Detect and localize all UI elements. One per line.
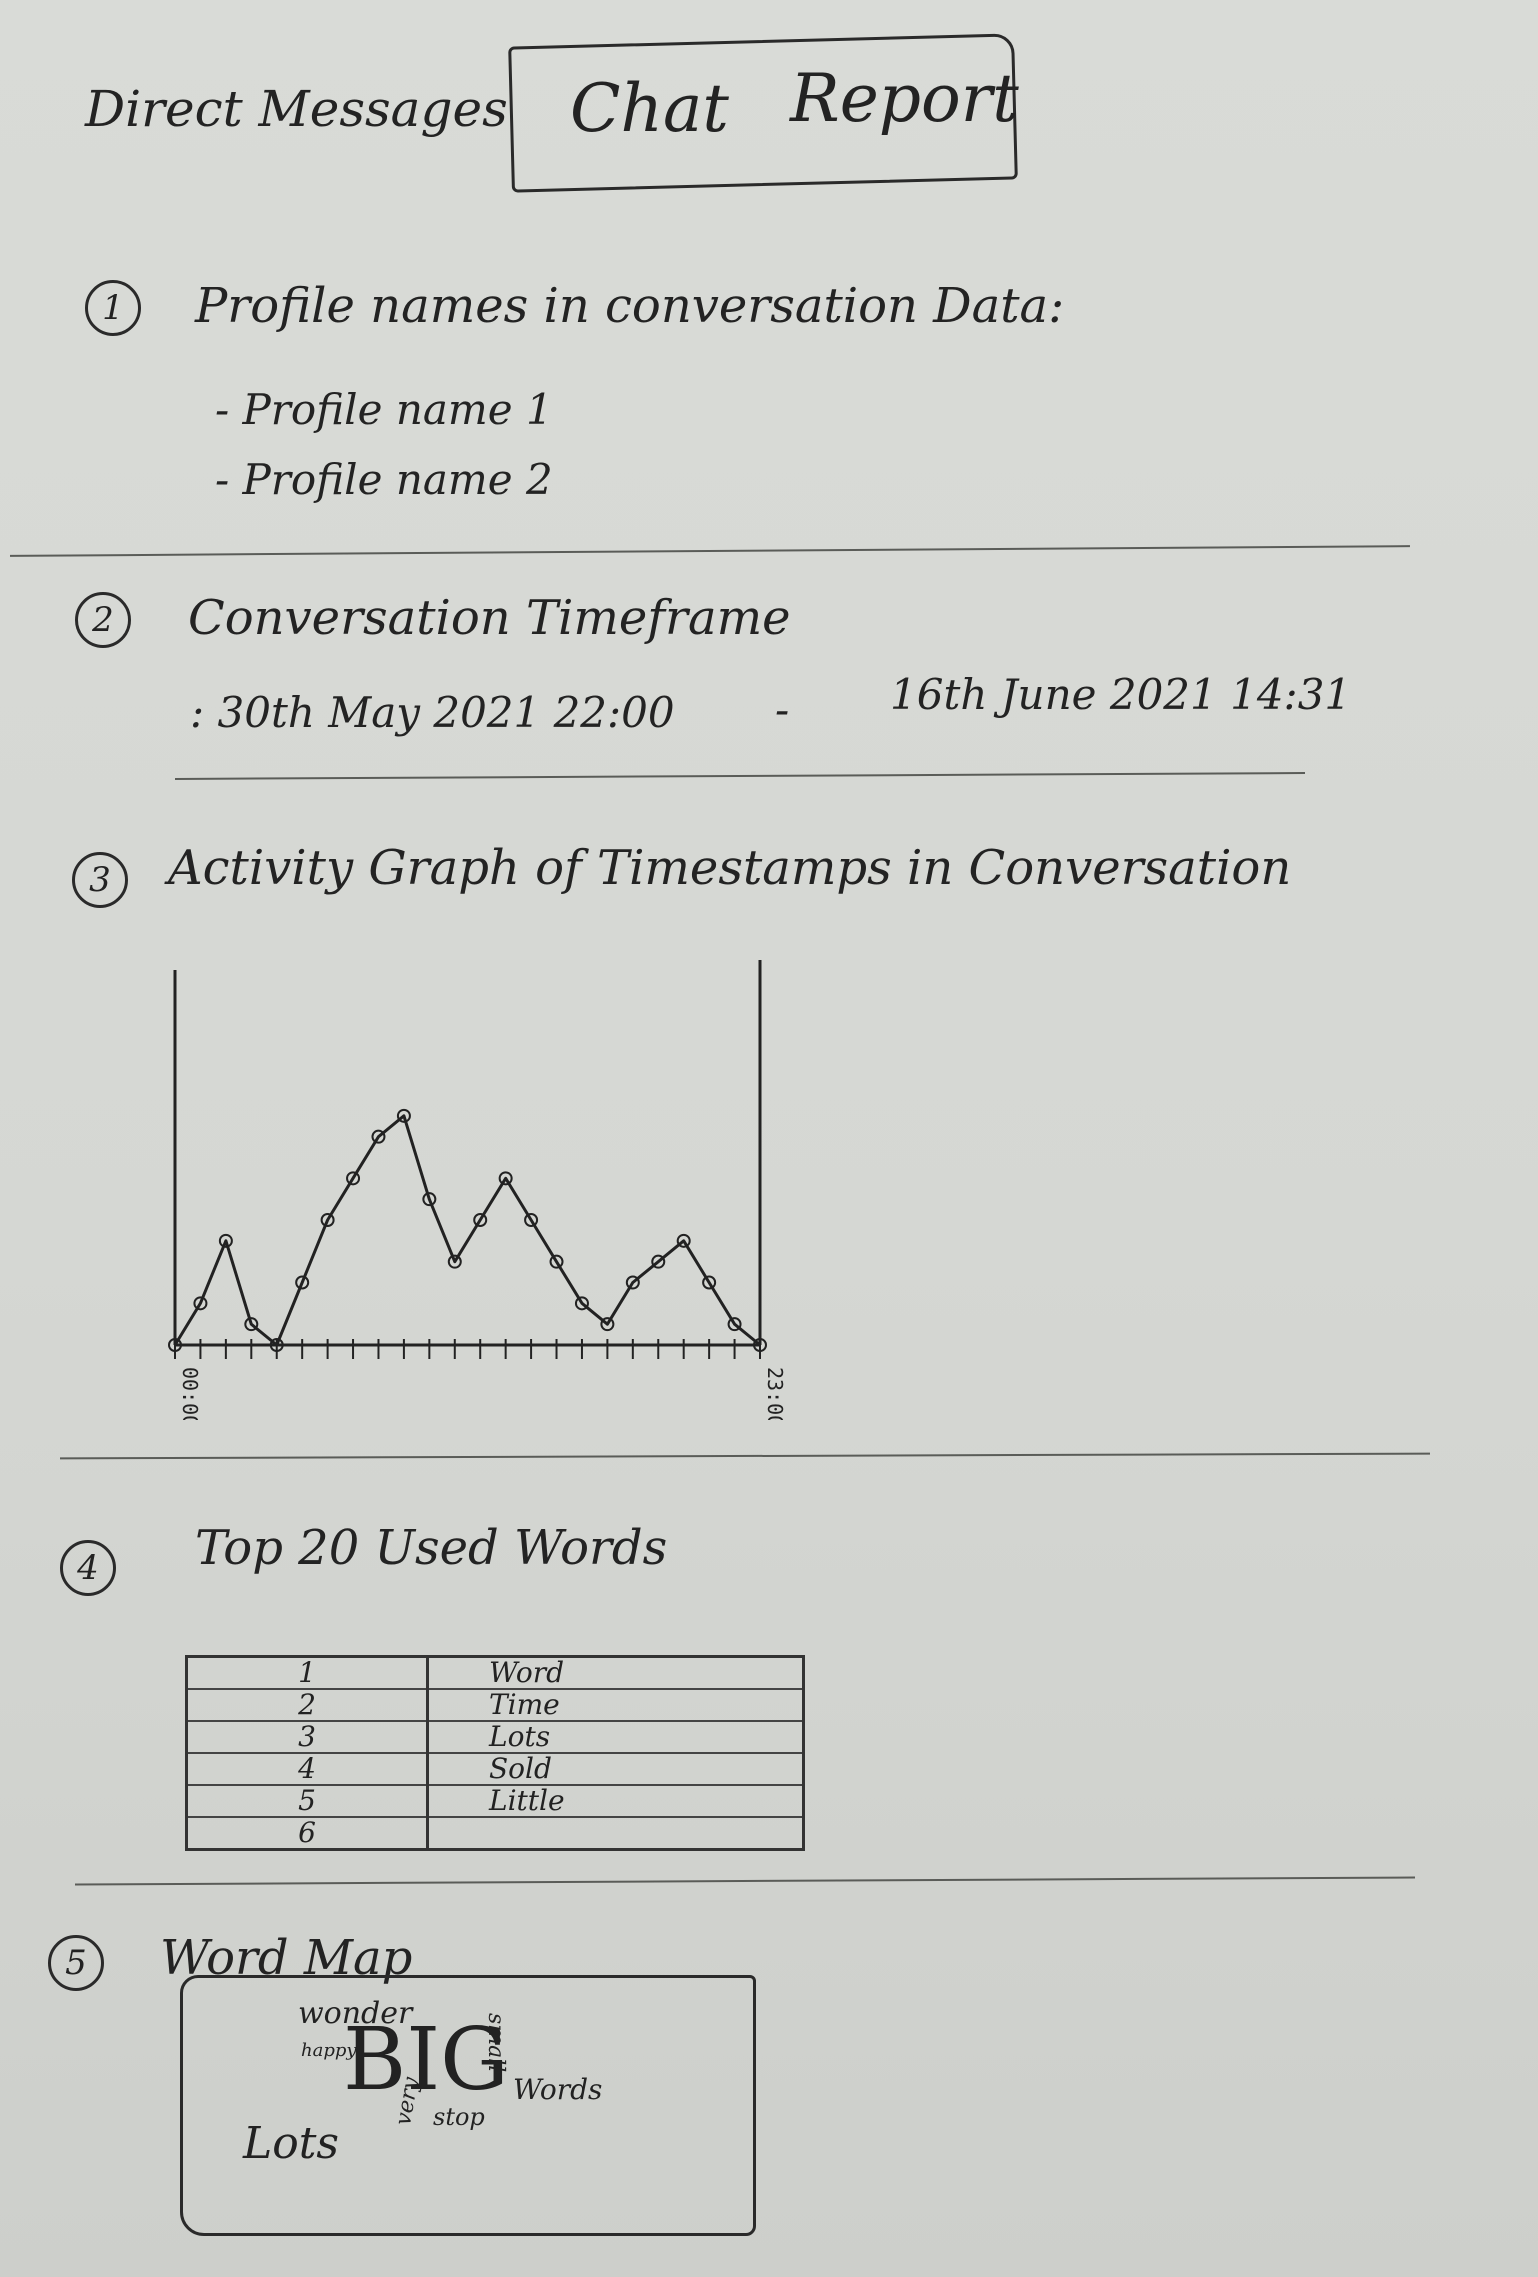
section-2-heading: Conversation Timeframe <box>188 590 791 646</box>
table-row: 4 Sold <box>186 1753 804 1786</box>
word-rank: 3 <box>186 1721 429 1754</box>
activity-point <box>524 1213 539 1227</box>
activity-point <box>727 1317 742 1332</box>
x-tick-label: 00:00 <box>178 1367 202 1420</box>
word-map-word: Lots <box>243 2118 339 2169</box>
word-value <box>427 1817 804 1851</box>
activity-point <box>574 1296 589 1311</box>
activity-point <box>600 1317 615 1332</box>
timeframe-end: 16th June 2021 14:31 <box>890 670 1352 719</box>
activity-point <box>346 1171 361 1186</box>
activity-point <box>549 1254 564 1269</box>
table-row: 6 <box>186 1817 804 1851</box>
section-1-number: 1 <box>85 280 141 336</box>
activity-point <box>168 1338 182 1352</box>
activity-point <box>651 1254 666 1269</box>
top-words-table: 1 Word 2 Time 3 Lots 4 Sold 5 Little 6 <box>185 1655 805 1851</box>
title-chat: Chat <box>570 70 729 147</box>
word-rank: 4 <box>186 1753 429 1786</box>
x-tick-label: 23:00 <box>763 1367 787 1420</box>
activity-point <box>396 1108 411 1123</box>
direct-messages-link[interactable]: Direct Messages <box>85 80 508 138</box>
word-map-word: small <box>483 2013 508 2073</box>
activity-point <box>702 1275 717 1290</box>
table-row: 2 Time <box>186 1689 804 1722</box>
activity-point <box>498 1171 513 1186</box>
word-map-word: happy <box>301 2040 357 2061</box>
word-rank: 1 <box>186 1656 429 1690</box>
activity-point <box>295 1275 310 1290</box>
divider-4 <box>75 1876 1415 1886</box>
profile-name-2: - Profile name 2 <box>215 455 553 504</box>
activity-chart-svg: 00:00 23:00 <box>168 960 787 1427</box>
word-map-word: wonder <box>298 1996 413 2031</box>
section-2-number: 2 <box>75 592 131 648</box>
title-report: Report <box>790 60 1019 137</box>
section-4-number: 4 <box>60 1540 116 1596</box>
divider-3 <box>60 1452 1430 1460</box>
word-rank: 5 <box>186 1785 429 1818</box>
section-4-heading: Top 20 Used Words <box>195 1520 668 1576</box>
timeframe-start: : 30th May 2021 22:00 <box>190 688 675 737</box>
activity-point <box>422 1192 437 1207</box>
divider-1 <box>10 545 1410 557</box>
word-value: Time <box>427 1689 804 1722</box>
word-value: Lots <box>427 1721 804 1754</box>
activity-point <box>473 1213 488 1227</box>
activity-line <box>173 1114 761 1347</box>
activity-point <box>447 1254 462 1269</box>
word-map-word: BIG <box>343 2010 509 2110</box>
word-value: Sold <box>427 1753 804 1786</box>
word-map: wonder happy BIG small Words stop Lots v… <box>180 1975 756 2236</box>
activity-point <box>371 1129 386 1144</box>
activity-point <box>218 1233 233 1248</box>
word-rank: 6 <box>186 1817 429 1851</box>
activity-chart: 00:00 23:00 <box>150 950 810 1427</box>
word-map-word: Words <box>513 2073 603 2106</box>
activity-point <box>269 1338 284 1352</box>
word-map-word: stop <box>433 2103 485 2131</box>
table-row: 5 Little <box>186 1785 804 1818</box>
section-1-heading: Profile names in conversation Data: <box>195 278 1065 334</box>
timeframe-separator: - <box>775 685 790 734</box>
activity-point <box>753 1338 767 1352</box>
activity-point <box>244 1317 259 1332</box>
section-3-number: 3 <box>72 852 128 908</box>
activity-point <box>676 1233 691 1248</box>
profile-name-1: - Profile name 1 <box>215 385 553 434</box>
section-5-number: 5 <box>48 1935 104 1991</box>
activity-point <box>625 1275 640 1290</box>
word-rank: 2 <box>186 1689 429 1722</box>
activity-point <box>193 1296 208 1311</box>
word-value: Word <box>427 1656 804 1690</box>
activity-point <box>320 1213 335 1227</box>
section-3-heading: Activity Graph of Timestamps in Conversa… <box>168 840 1292 896</box>
word-value: Little <box>427 1785 804 1818</box>
divider-2 <box>175 772 1305 780</box>
table-row: 3 Lots <box>186 1721 804 1754</box>
table-row: 1 Word <box>186 1656 804 1690</box>
